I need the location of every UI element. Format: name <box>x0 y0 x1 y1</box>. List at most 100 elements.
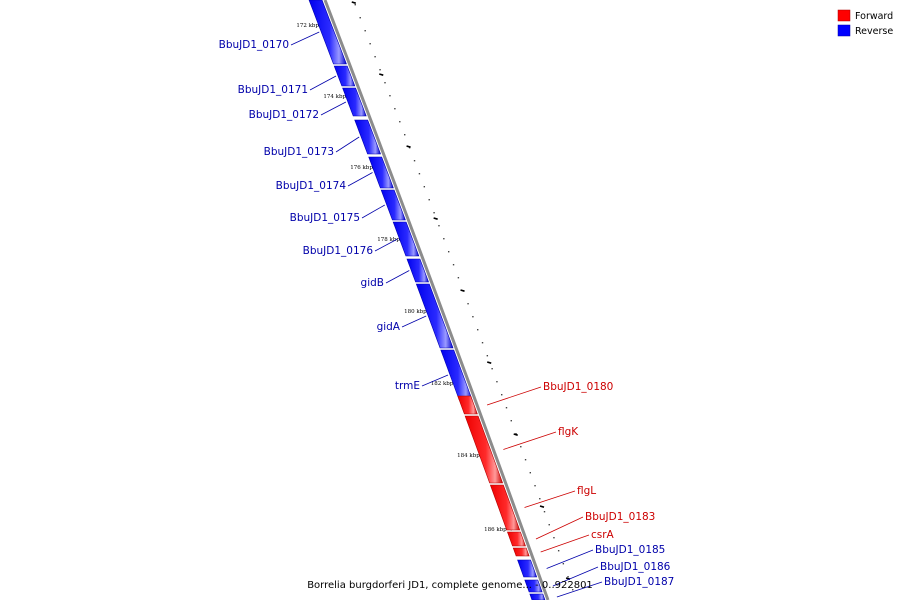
scale-tick-label: 180 kbp <box>404 309 427 315</box>
gene-feature-reverse[interactable] <box>517 559 538 578</box>
label-leader <box>552 566 599 587</box>
gene-feature-reverse[interactable] <box>415 283 454 349</box>
minor-tick-dot <box>443 238 445 240</box>
minor-tick-dot <box>364 30 366 32</box>
minor-tick-dot <box>457 277 460 279</box>
minor-tick-dot <box>423 186 426 188</box>
gene-label[interactable]: flgK <box>558 426 579 438</box>
minor-tick-dot <box>524 459 527 461</box>
minor-tick-dot <box>486 355 489 357</box>
minor-tick-dot <box>418 173 421 175</box>
gene-label[interactable]: csrA <box>591 529 615 541</box>
label-leader <box>385 270 410 284</box>
minor-tick-dot <box>539 498 541 500</box>
minor-tick-dot <box>529 472 532 474</box>
minor-tick-dot <box>567 576 569 578</box>
minor-tick-dot <box>501 394 503 396</box>
gene-feature-reverse[interactable] <box>380 189 406 221</box>
gene-label[interactable]: gidA <box>377 321 401 333</box>
scale-tick-label: 176 kbp <box>350 165 373 171</box>
gene-feature-reverse[interactable] <box>529 593 546 600</box>
tick-labels: 172 kbp 174 kbp 176 kbp 178 kbp 180 kbp 182 k… <box>296 23 512 533</box>
label-leader <box>421 374 449 387</box>
gene-feature-forward[interactable] <box>512 547 530 557</box>
minor-tick-dot <box>374 56 376 58</box>
gene-feature-reverse[interactable] <box>406 258 429 283</box>
minor-tick-dot <box>520 446 522 448</box>
minor-tick-dot <box>515 433 517 435</box>
gene-feature-reverse[interactable] <box>392 221 420 257</box>
label-leader <box>361 204 385 219</box>
gene-feature-forward[interactable] <box>464 415 504 484</box>
scale-tick-label: 174 kbp <box>323 94 346 100</box>
gene-feature-reverse[interactable] <box>368 156 394 189</box>
major-tick <box>486 361 492 364</box>
scale-tick-label: 186 kbp <box>484 527 507 533</box>
label-leader <box>347 172 373 187</box>
minor-tick-dots <box>354 4 574 591</box>
label-leaders <box>290 31 603 598</box>
minor-tick-dot <box>452 264 455 266</box>
minor-tick-dot <box>389 95 391 97</box>
gene-feature-forward[interactable] <box>457 395 478 415</box>
minor-tick-dot <box>543 511 546 513</box>
map-caption: Borrelia burgdorferi JD1, complete genom… <box>307 580 593 591</box>
scale-tick-label: 172 kbp <box>296 23 319 29</box>
label-leader <box>335 136 360 153</box>
minor-tick-dot <box>413 160 416 162</box>
minor-tick-dot <box>394 108 396 110</box>
minor-tick-dot <box>510 420 512 422</box>
minor-tick-dot <box>496 381 498 383</box>
gene-label[interactable]: BbuJD1_0174 <box>276 180 347 192</box>
gene-feature-forward[interactable] <box>489 484 521 531</box>
label-leader <box>503 431 557 450</box>
gene-label[interactable]: BbuJD1_0186 <box>600 561 671 573</box>
label-leader <box>556 581 603 598</box>
gene-label[interactable]: BbuJD1_0171 <box>238 84 308 96</box>
legend: Forward Reverse <box>837 9 893 37</box>
gene-feature-reverse[interactable] <box>342 87 367 117</box>
gene-label[interactable]: BbuJD1_0172 <box>249 109 319 121</box>
major-tick <box>433 217 438 220</box>
gene-label[interactable]: flgL <box>577 485 596 497</box>
minor-tick-dot <box>505 407 508 409</box>
minor-tick-dot <box>467 303 469 305</box>
gene-label[interactable]: gidB <box>361 277 384 289</box>
label-leader <box>540 534 590 553</box>
minor-tick-dot <box>557 550 560 552</box>
gene-feature-reverse[interactable] <box>524 579 543 593</box>
label-leader <box>401 315 427 328</box>
gene-label[interactable]: BbuJD1_0173 <box>264 146 334 158</box>
gene-label[interactable]: trmE <box>395 380 420 392</box>
gene-feature-reverse[interactable] <box>308 0 347 65</box>
major-tick <box>379 73 384 76</box>
gene-label[interactable]: BbuJD1_0180 <box>543 381 613 393</box>
label-leader <box>290 31 320 46</box>
gene-feature-reverse[interactable] <box>333 65 356 87</box>
scale-tick-label: 184 kbp <box>457 453 480 459</box>
gene-label[interactable]: BbuJD1_0175 <box>290 212 360 224</box>
minor-tick-dot <box>428 199 430 201</box>
gene-feature-forward[interactable] <box>507 531 526 547</box>
minor-tick-dot <box>404 134 406 136</box>
scale-tick-label: 182 kbp <box>431 381 454 387</box>
label-leader <box>524 490 576 508</box>
gene-label[interactable]: BbuJD1_0187 <box>604 576 674 588</box>
gene-features <box>308 0 546 600</box>
gene-label[interactable]: BbuJD1_0176 <box>303 245 374 257</box>
minor-tick-dot <box>562 563 565 565</box>
legend-label-reverse: Reverse <box>855 26 893 37</box>
gene-label[interactable]: BbuJD1_0170 <box>219 39 289 51</box>
gene-label[interactable]: BbuJD1_0185 <box>595 544 665 556</box>
label-leader <box>486 386 542 406</box>
major-ticks <box>351 1 571 580</box>
gene-label[interactable]: BbuJD1_0183 <box>585 511 655 523</box>
minor-tick-dot <box>438 225 440 227</box>
minor-tick-dot <box>481 342 484 344</box>
gene-feature-reverse[interactable] <box>354 119 382 155</box>
major-tick <box>406 145 411 148</box>
label-leader <box>535 516 584 540</box>
major-tick <box>513 433 518 436</box>
minor-tick-dot <box>548 524 550 526</box>
